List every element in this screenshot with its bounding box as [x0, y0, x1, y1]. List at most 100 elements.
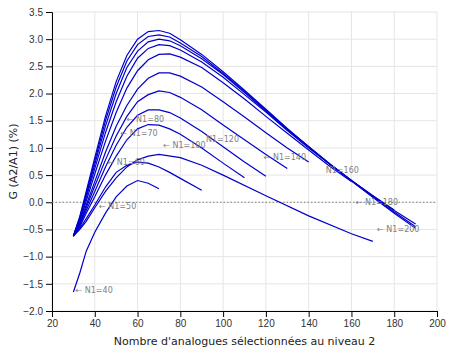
x-axis-title: Nombre d'analogues sélectionnées au nive…: [114, 335, 375, 348]
grid-line: [52, 66, 437, 67]
grid-line: [52, 283, 437, 284]
tick-mark: [266, 311, 267, 317]
grid-line: [52, 175, 437, 176]
tick-mark: [46, 121, 52, 122]
series-line: [73, 154, 372, 241]
axis-line: [46, 13, 53, 312]
tick-mark: [223, 311, 224, 317]
tick: 20: [47, 311, 59, 329]
tick: 180: [386, 311, 403, 329]
tick-mark: [46, 257, 52, 258]
annotation: ← N1=50: [99, 202, 136, 211]
tick-label: 100: [215, 318, 232, 329]
grid-line: [437, 12, 438, 311]
tick: 140: [301, 311, 318, 329]
tick-mark: [138, 311, 139, 317]
tick-label: 40: [90, 318, 102, 329]
tick-mark: [46, 39, 52, 40]
annotation: ← N1=70: [120, 129, 157, 138]
chart: 20 40 60 80 100 120 140 160 180 200 −2.0 −1.5 −1.0 −0…: [0, 0, 451, 353]
series-line: [73, 30, 415, 235]
annotations: ← N1=40 ← N1=50 ← N1=60 ← N1=70 ← N1=80 ← N1=…: [76, 115, 420, 295]
series-line: [73, 54, 351, 236]
grid-line: [394, 12, 395, 311]
tick-label: −2.0: [23, 306, 43, 317]
tick-label: 80: [175, 318, 187, 329]
tick-label: 0.0: [29, 197, 43, 208]
tick-label: −1.5: [23, 279, 43, 290]
tick-mark: [46, 12, 52, 13]
tick: 200: [429, 311, 446, 329]
x-axis: 20 40 60 80 100 120 140 160 180 200: [47, 311, 446, 329]
tick-label: 1.5: [29, 115, 43, 126]
series-line: [73, 39, 415, 236]
tick: −2.0: [23, 306, 52, 317]
tick-label: 3.5: [29, 7, 43, 18]
tick: 1.0: [29, 143, 52, 154]
tick-mark: [46, 202, 52, 203]
tick-mark: [437, 311, 438, 317]
annotation: N1=120: [206, 135, 239, 144]
tick-label: 160: [344, 318, 361, 329]
series-line: [73, 35, 415, 236]
tick-label: −1.0: [23, 251, 43, 262]
annotation: ← N1=60: [108, 158, 145, 167]
tick-label: 180: [386, 318, 403, 329]
tick: 2.0: [29, 88, 52, 99]
annotation: ← N1=140: [264, 153, 306, 162]
tick-label: 3.0: [29, 34, 43, 45]
marks: [52, 30, 437, 291]
tick: 100: [215, 311, 232, 329]
tick: 1.5: [29, 115, 52, 126]
y-axis-title: G (A2/A1) (%): [7, 124, 20, 200]
tick: −1.5: [23, 279, 52, 290]
series-line: [73, 91, 287, 236]
tick: 0.0: [29, 197, 52, 208]
annotation: N1=160: [326, 166, 359, 175]
tick: 0.5: [29, 170, 52, 181]
tick-mark: [46, 284, 52, 285]
tick-label: 2.5: [29, 61, 43, 72]
tick-mark: [180, 311, 181, 317]
tick-mark: [351, 311, 352, 317]
annotation: ← N1=200: [377, 225, 419, 234]
grid-line: [52, 147, 437, 148]
tick-label: 140: [301, 318, 318, 329]
tick: 120: [258, 311, 275, 329]
annotation: ← N1=100: [163, 141, 205, 150]
tick-mark: [46, 94, 52, 95]
tick-mark: [46, 311, 52, 312]
annotation: ← N1=80: [127, 115, 164, 124]
y-axis: −2.0 −1.5 −1.0 −0.5 0.0 0.5 1.0 1.5 2.0 2.5 3.0 3.5: [23, 7, 52, 317]
grid-line: [223, 12, 224, 311]
tick: 2.5: [29, 61, 52, 72]
series-line: [73, 73, 308, 236]
tick: 40: [90, 311, 102, 329]
tick-label: 60: [132, 318, 144, 329]
tick-label: 1.0: [29, 143, 43, 154]
tick-mark: [46, 66, 52, 67]
annotation: ← N1=180: [356, 198, 398, 207]
tick-mark: [309, 311, 310, 317]
annotation: ← N1=40: [76, 286, 113, 295]
tick-label: −0.5: [23, 224, 43, 235]
tick-mark: [95, 311, 96, 317]
tick-mark: [46, 175, 52, 176]
tick: 60: [132, 311, 144, 329]
tick: 3.0: [29, 34, 52, 45]
tick-mark: [394, 311, 395, 317]
tick-label: 0.5: [29, 170, 43, 181]
grid-line: [52, 256, 437, 257]
tick-label: 20: [47, 318, 59, 329]
grid: [52, 12, 437, 311]
axis-line: [53, 312, 438, 318]
tick-label: 200: [429, 318, 446, 329]
grid-line: [52, 12, 437, 13]
grid-line: [52, 39, 437, 40]
tick-mark: [46, 229, 52, 230]
tick: 80: [175, 311, 187, 329]
tick-label: 120: [258, 318, 275, 329]
plot-area: 20 40 60 80 100 120 140 160 180 200 −2.0 −1.5 −1.0 −0…: [23, 7, 446, 329]
tick-label: 2.0: [29, 88, 43, 99]
tick: 3.5: [29, 7, 52, 18]
